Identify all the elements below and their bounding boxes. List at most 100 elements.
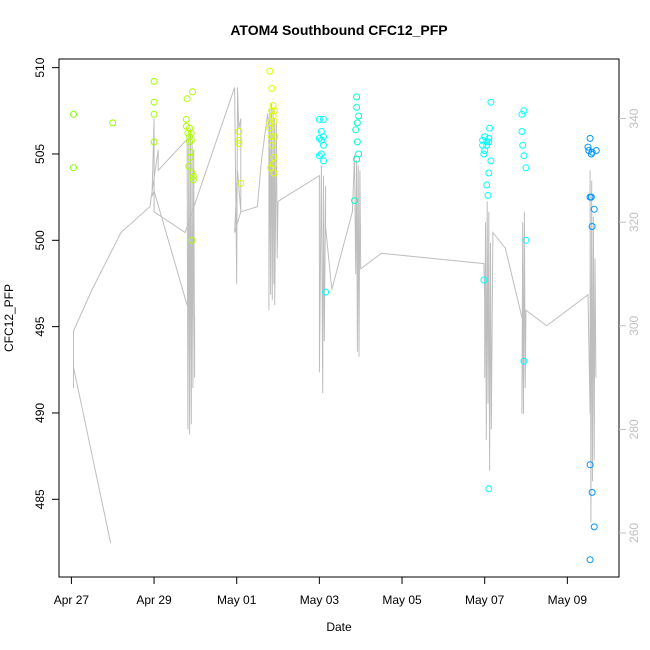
data-point [268,107,276,115]
data-point [522,236,530,244]
data-point [353,119,361,127]
y2-tick-label: 300 [627,315,641,335]
data-point [70,164,77,172]
x-axis-label: Date [326,620,352,634]
data-point [235,140,243,148]
data-point [186,133,194,141]
data-point [185,162,193,170]
data-point [188,169,196,177]
data-point [480,276,488,284]
altitude-line [73,87,597,544]
y2-tick-label: 320 [627,212,641,232]
x-tick-label: Apr 29 [136,593,172,607]
data-point [588,223,596,230]
data-point [188,236,196,244]
data-point [320,133,327,141]
data-point [150,98,158,106]
data-point [586,134,594,142]
data-point [322,288,330,296]
data-point [588,488,596,496]
data-point [320,141,327,149]
data-point [186,148,194,156]
x-tick-label: May 01 [217,593,257,607]
data-point [520,152,528,160]
line-series [73,87,597,544]
y-tick-label: 495 [33,316,47,336]
data-point [351,197,358,205]
data-point [268,141,276,149]
data-point [480,150,488,158]
data-point [518,128,526,135]
data-point [271,107,279,115]
x-axis: Apr 27 Apr 29 May 01 May 03 May 05 May 07 May … [54,577,588,607]
data-point [483,181,491,189]
x-tick-label: May 05 [382,593,422,607]
data-point [237,179,245,187]
data-point [150,77,158,85]
data-point [486,124,494,132]
data-point [235,136,243,144]
y-tick-label: 490 [33,403,47,423]
data-point [479,141,487,149]
x-tick-label: May 03 [300,593,340,607]
data-point [315,152,323,160]
data-point [588,148,596,156]
data-point [520,107,528,115]
data-point [317,150,325,158]
data-point [266,124,274,132]
data-point [189,88,196,96]
data-point [520,357,528,365]
data-point [315,134,323,142]
data-point [320,115,327,123]
x-tick-label: May 09 [548,593,588,607]
data-point [266,67,274,75]
data-point [353,138,361,146]
data-point [519,141,527,149]
data-point [320,157,327,165]
data-point [518,110,526,118]
y-axis: 485 490 495 500 505 510 [33,57,59,509]
data-point [485,138,493,146]
data-point [270,169,278,177]
data-point [109,119,117,127]
data-point [355,112,363,120]
data-point [592,147,600,154]
y-tick-label: 485 [33,489,47,509]
data-point [353,103,361,111]
data-point [235,128,243,135]
data-point [352,126,360,134]
data-point [182,122,190,130]
data-point [590,523,598,531]
y-tick-label: 500 [33,230,47,250]
data-point [487,98,495,106]
data-point [485,485,493,493]
plot-frame [58,58,620,578]
data-point [270,117,278,125]
data-point [187,136,195,144]
data-point [150,138,158,146]
data-point [267,133,275,141]
data-point [584,143,592,151]
data-point [267,164,275,172]
data-point [315,115,323,123]
data-point [487,157,495,165]
data-point [182,115,190,123]
data-point [270,153,278,161]
data-point [522,164,530,172]
point-series [70,67,600,564]
chart-title: ATOM4 Southbound CFC12_PFP [230,22,447,38]
y-axis-label: CFC12_PFP [2,284,16,352]
data-point [70,110,77,118]
data-point [187,129,195,137]
data-point [271,133,279,141]
y2-tick-label: 260 [627,523,641,543]
data-point [479,136,487,144]
data-point [586,461,594,469]
data-point [189,176,197,184]
y-tick-label: 505 [33,144,47,164]
y2-tick-label: 280 [627,419,641,439]
y2-tick-label: 340 [627,108,641,128]
data-point [484,191,492,199]
data-point [485,169,493,177]
